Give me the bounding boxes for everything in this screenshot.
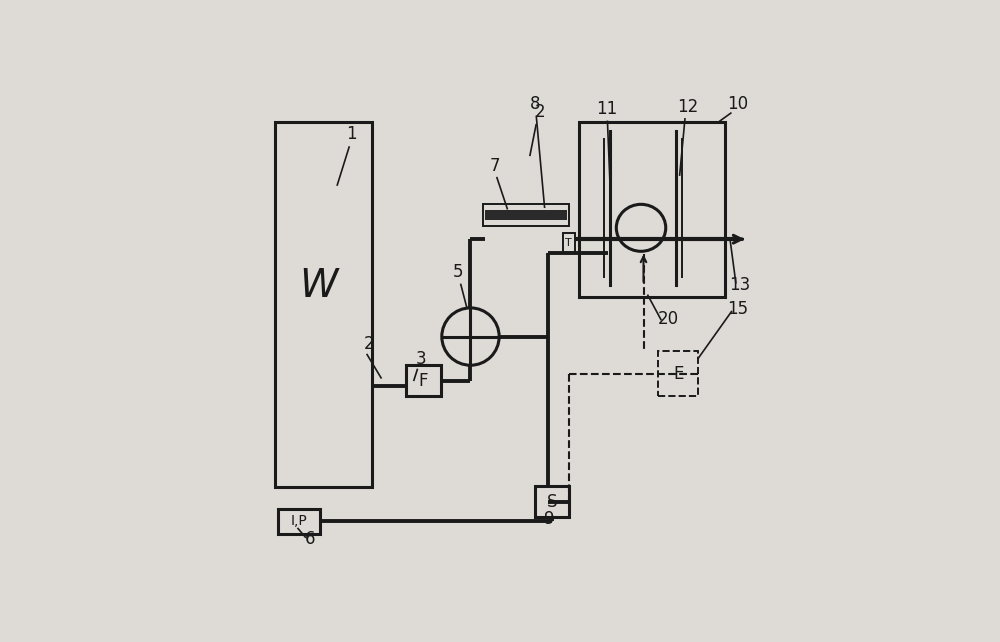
Text: 7: 7: [490, 157, 500, 175]
Bar: [579, 121, 725, 297]
Text: 13: 13: [729, 275, 751, 293]
Text: S: S: [547, 492, 557, 510]
Text: 10: 10: [727, 95, 748, 113]
Text: W: W: [299, 267, 338, 305]
Bar: [485, 209, 567, 220]
Bar: [563, 233, 575, 252]
Text: 9: 9: [544, 510, 555, 528]
Text: T: T: [565, 238, 572, 248]
Bar: [535, 487, 569, 517]
Bar: [658, 351, 698, 396]
Text: 2: 2: [364, 335, 374, 353]
Bar: [278, 508, 320, 534]
Bar: [406, 365, 441, 396]
Text: 8: 8: [529, 95, 540, 113]
Text: F: F: [419, 372, 428, 390]
Text: 20: 20: [658, 310, 679, 328]
Text: 3: 3: [416, 350, 426, 368]
Text: I,P: I,P: [290, 514, 307, 528]
Text: 2: 2: [534, 103, 545, 121]
Text: E: E: [673, 365, 683, 383]
Bar: [275, 121, 372, 487]
Text: 1: 1: [347, 125, 357, 143]
Text: 6: 6: [305, 530, 315, 548]
Text: 11: 11: [596, 100, 617, 118]
Text: 12: 12: [677, 98, 699, 116]
Text: 5: 5: [453, 263, 463, 281]
Text: 15: 15: [727, 300, 748, 318]
Bar: [483, 204, 569, 227]
